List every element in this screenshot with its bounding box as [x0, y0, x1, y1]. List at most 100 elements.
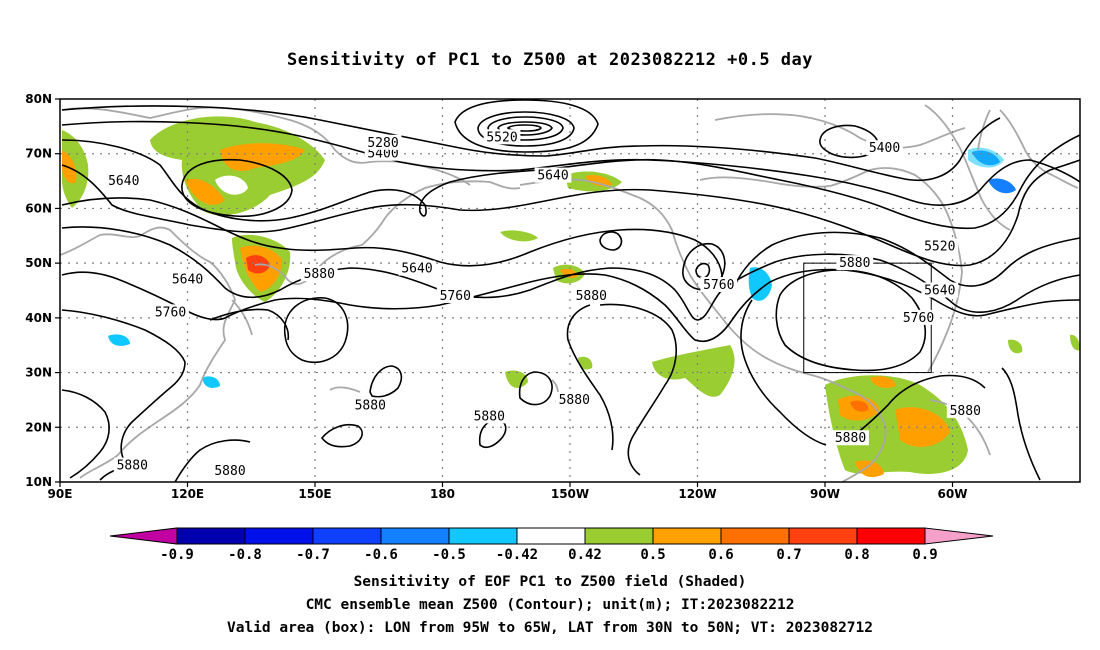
colorbar-label: 0.8 — [844, 547, 869, 563]
coastline — [714, 113, 966, 149]
lon-label: 150E — [298, 487, 331, 501]
contour-5880-a — [61, 309, 186, 461]
shade-patch — [62, 150, 77, 184]
contour-label: 5880 — [950, 404, 981, 419]
lon-label: 90W — [810, 487, 840, 501]
contour-5880-m — [320, 423, 363, 448]
contour-label-bg — [534, 167, 572, 183]
colorbar-label: 0.7 — [776, 547, 801, 563]
colorbar-cell — [380, 527, 450, 545]
shade-patch — [585, 175, 612, 187]
contour-label-bg — [900, 309, 937, 325]
lat-label: 80N — [25, 92, 52, 106]
contour-label-bg — [470, 408, 508, 424]
coastline — [999, 109, 1079, 189]
sensitivity-shading — [62, 116, 1080, 478]
contour-label: 5640 — [924, 284, 955, 299]
coastline — [924, 104, 1011, 231]
contour-label-bg — [836, 255, 874, 271]
contour-label: 5880 — [839, 256, 870, 271]
z500-contours — [61, 99, 1080, 482]
contour-5880-l — [1001, 367, 1041, 481]
contour-5760 — [61, 268, 1080, 342]
lon-label: 120E — [171, 487, 204, 501]
colorbar-label: -0.8 — [228, 547, 262, 563]
colorbar-label: -0.7 — [296, 547, 330, 563]
shade-patch — [968, 147, 1004, 168]
contour-loop-120w — [682, 243, 726, 291]
contour-5880-k — [847, 374, 986, 441]
contour-label-bg — [572, 287, 610, 303]
contour-5640-loop — [599, 231, 623, 251]
shade-patch — [895, 407, 950, 447]
colorbar: -0.9 -0.8 -0.7 -0.6 -0.5 -0.42 0.42 0.5 0.6 0.7 0.… — [109, 527, 994, 563]
colorbar-label: 0.6 — [708, 547, 733, 563]
contour-5520 — [61, 134, 1080, 230]
contour-label-bg — [113, 457, 151, 473]
lat-label: 50N — [25, 256, 52, 270]
contour-label: 5880 — [304, 267, 335, 282]
colorbar-cell — [516, 527, 586, 545]
contour-5880-j — [740, 299, 827, 446]
colorbar-label: -0.6 — [364, 547, 398, 563]
contour-label: 5520 — [486, 130, 517, 145]
contour-label: 5880 — [117, 459, 148, 474]
chart-title: Sensitivity of PC1 to Z500 at 2023082212… — [286, 50, 813, 70]
contour-label: 5880 — [576, 289, 607, 304]
contour-label-bg — [211, 463, 249, 479]
contour-label-bg — [398, 260, 436, 276]
colorbar-cell — [856, 527, 926, 545]
colorbar-label: -0.5 — [432, 547, 466, 563]
caption-line-3: Valid area (box): LON from 95W to 65W, L… — [226, 620, 873, 636]
shade-patch — [220, 143, 305, 171]
shade-patch — [185, 178, 225, 205]
contour-5880-g — [599, 303, 678, 476]
coastline — [231, 299, 253, 336]
contour-5400 — [61, 105, 1001, 182]
contour-label-bg — [832, 430, 869, 446]
contour-5880-d — [369, 365, 403, 398]
contour-label-bg — [700, 277, 738, 293]
colorbar-cell — [720, 527, 790, 545]
caption-line-1: Sensitivity of EOF PC1 to Z500 field (Sh… — [353, 574, 747, 590]
contour-label: 5400 — [367, 147, 398, 162]
shade-patch — [748, 267, 772, 301]
coastline — [329, 386, 361, 393]
contour-label-bg — [351, 397, 389, 413]
contour-5280 — [477, 111, 575, 147]
colorbar-cell — [176, 527, 246, 545]
shade-patch — [988, 178, 1016, 194]
shade-patch — [652, 345, 735, 397]
contour-5940 — [61, 389, 110, 479]
lon-label: 60W — [938, 487, 968, 501]
colorbar-cell — [312, 527, 382, 545]
shade-patch — [560, 268, 578, 278]
colorbar-high-triangle — [924, 527, 994, 545]
contour-5880-h — [566, 304, 614, 451]
contour-label: 5640 — [172, 273, 203, 288]
contour-label: 5640 — [401, 262, 432, 277]
contour-label-bg — [483, 129, 521, 145]
contour-5340 — [454, 99, 599, 153]
contour-label: 5880 — [835, 431, 866, 446]
contour-label-bg — [152, 304, 189, 320]
lat-label: 60N — [25, 201, 52, 215]
contour-label: 5880 — [214, 464, 245, 479]
lon-label: 120W — [678, 487, 716, 501]
contour-label: 5880 — [559, 393, 590, 408]
shade-patch — [108, 334, 130, 346]
colorbar-cell — [788, 527, 858, 545]
shade-patch — [870, 376, 896, 388]
contour-label-bg — [866, 140, 903, 156]
contour-label: 5880 — [355, 398, 386, 413]
contour-label: 5760 — [440, 289, 471, 304]
contour-loop-120w-inner — [695, 262, 711, 279]
lat-label: 40N — [25, 311, 52, 325]
contour-label-bg — [169, 271, 206, 287]
shade-patch — [578, 356, 593, 370]
shade-patch — [500, 230, 538, 242]
contour-label: 5760 — [703, 278, 734, 293]
contour-label: 5280 — [367, 136, 398, 151]
colorbar-label: 0.5 — [640, 547, 665, 563]
